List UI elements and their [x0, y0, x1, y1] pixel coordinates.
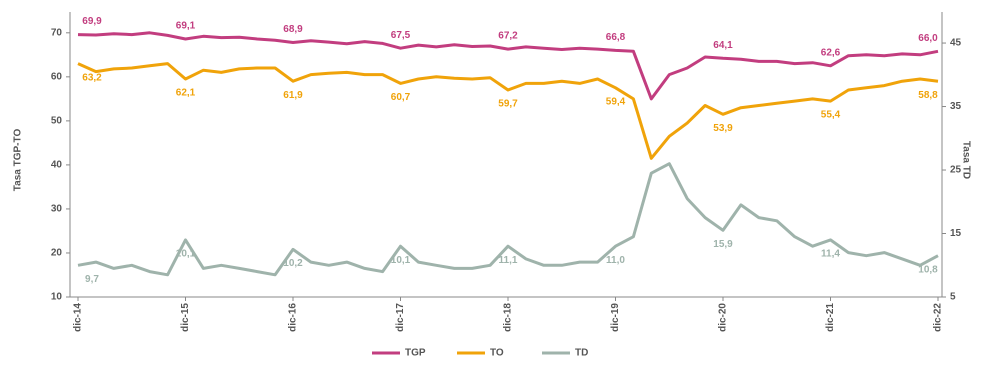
- x-tick-label: dic-20: [718, 303, 729, 332]
- data-label: 11,1: [499, 255, 518, 266]
- series-line: [77, 62, 939, 160]
- series-line: [77, 162, 939, 277]
- x-tick-label: dic-14: [73, 303, 84, 332]
- y-tick-label: 30: [51, 204, 63, 215]
- x-tick-label: dic-17: [395, 303, 406, 332]
- data-label: 61,9: [283, 90, 303, 101]
- x-tick-label: dic-18: [503, 303, 514, 332]
- data-label: 15,9: [713, 239, 733, 250]
- y-tick-label: 10: [51, 292, 63, 303]
- data-label: 68,9: [283, 24, 303, 35]
- data-label: 10,2: [283, 258, 303, 269]
- data-label: 59,7: [498, 99, 518, 110]
- legend-label: TGP: [405, 348, 426, 359]
- series-line: [77, 31, 939, 101]
- y2-tick-label: 15: [950, 228, 962, 239]
- data-label: 9,7: [85, 274, 99, 285]
- data-label: 10,8: [918, 264, 938, 275]
- y-tick-label: 60: [51, 71, 63, 82]
- x-tick-label: dic-15: [180, 303, 191, 332]
- data-label: 67,5: [391, 30, 411, 41]
- data-label: 63,2: [82, 72, 102, 83]
- data-label: 11,0: [606, 255, 625, 266]
- data-label: 62,6: [821, 47, 841, 58]
- data-label: 67,2: [498, 31, 518, 42]
- data-label: 66,0: [918, 33, 938, 44]
- data-label: 10,1: [391, 255, 411, 266]
- legend-label: TO: [490, 348, 504, 359]
- data-label: 58,8: [918, 90, 938, 101]
- data-label: 69,1: [176, 21, 196, 32]
- y-tick-label: 20: [51, 248, 63, 259]
- data-label: 59,4: [606, 96, 626, 107]
- data-label: 55,4: [821, 110, 841, 121]
- legend-label: TD: [575, 348, 588, 359]
- y2-tick-label: 35: [950, 101, 962, 112]
- data-label: 10,1: [176, 249, 196, 260]
- data-label: 69,9: [82, 16, 102, 27]
- x-tick-label: dic-21: [825, 303, 836, 332]
- y-tick-label: 70: [51, 27, 63, 38]
- data-label: 11,4: [821, 249, 840, 260]
- data-label: 60,7: [391, 92, 411, 103]
- data-label: 62,1: [176, 88, 196, 99]
- data-label: 66,8: [606, 32, 626, 43]
- data-label: 64,1: [713, 40, 733, 51]
- x-tick-label: dic-16: [288, 303, 299, 332]
- y2-tick-label: 5: [950, 292, 956, 303]
- y-tick-label: 40: [51, 160, 63, 171]
- x-tick-label: dic-19: [610, 303, 621, 332]
- y2-tick-label: 25: [950, 165, 962, 176]
- y-tick-label: 50: [51, 116, 63, 127]
- y2-tick-label: 45: [950, 38, 962, 49]
- data-label: 53,9: [713, 123, 733, 134]
- y-axis-title: Tasa TGP-TO: [13, 129, 24, 192]
- y2-axis-title: Tasa TD: [960, 141, 971, 179]
- x-tick-label: dic-22: [933, 303, 944, 332]
